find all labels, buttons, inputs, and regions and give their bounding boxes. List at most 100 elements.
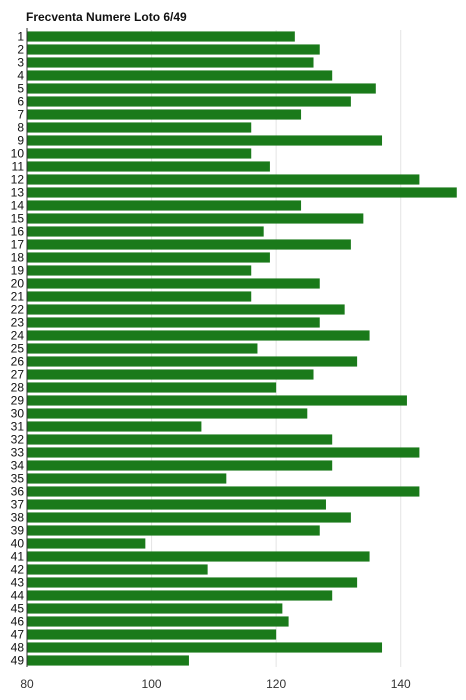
bar	[27, 395, 407, 406]
bar	[27, 161, 270, 172]
y-category-label: 31	[11, 420, 25, 434]
y-category-label: 1	[17, 30, 24, 44]
x-tick-label: 80	[20, 677, 34, 691]
y-category-label: 19	[11, 264, 25, 278]
y-category-label: 24	[11, 329, 25, 343]
bar	[27, 291, 252, 302]
y-category-label: 45	[11, 602, 25, 616]
bar	[27, 304, 345, 315]
y-category-label: 29	[11, 394, 25, 408]
y-category-label: 40	[11, 537, 25, 551]
y-category-label: 10	[11, 147, 25, 161]
bar	[27, 57, 314, 68]
y-category-label: 33	[11, 446, 25, 460]
bar	[27, 330, 370, 341]
y-category-label: 15	[11, 212, 25, 226]
y-category-label: 42	[11, 563, 25, 577]
y-category-label: 30	[11, 407, 25, 421]
bar	[27, 213, 364, 224]
y-category-label: 12	[11, 173, 25, 187]
y-category-label: 32	[11, 433, 25, 447]
bar	[27, 499, 326, 510]
bar	[27, 200, 302, 211]
bar	[27, 278, 320, 289]
x-tick-label: 140	[391, 677, 411, 691]
y-category-label: 4	[17, 69, 24, 83]
y-category-label: 38	[11, 511, 25, 525]
bar	[27, 31, 295, 42]
bar	[27, 343, 258, 354]
y-category-label: 23	[11, 316, 25, 330]
bar	[27, 83, 376, 94]
y-category-label: 2	[17, 43, 24, 57]
y-category-label: 44	[11, 589, 25, 603]
bar	[27, 174, 420, 185]
x-tick-label: 100	[142, 677, 162, 691]
y-category-label: 11	[12, 160, 25, 174]
y-category-label: 17	[11, 238, 25, 252]
y-category-label: 9	[17, 134, 24, 148]
y-category-label: 48	[11, 641, 25, 655]
y-category-label: 47	[11, 628, 25, 642]
bar	[27, 187, 457, 198]
bar	[27, 538, 146, 549]
bar	[27, 369, 314, 380]
y-category-label: 25	[11, 342, 25, 356]
bar	[27, 473, 227, 484]
y-category-label: 5	[17, 82, 24, 96]
bar	[27, 525, 320, 536]
bar	[27, 486, 420, 497]
y-category-label: 6	[17, 95, 24, 109]
y-category-label: 41	[11, 550, 25, 564]
bar	[27, 603, 283, 614]
bar	[27, 577, 358, 588]
bar	[27, 135, 383, 146]
y-category-label: 13	[11, 186, 25, 200]
bar	[27, 70, 333, 81]
bar	[27, 44, 320, 55]
y-category-label: 18	[11, 251, 25, 265]
bars-layer	[27, 31, 457, 666]
y-category-label: 21	[11, 290, 25, 304]
bar	[27, 616, 289, 627]
bar	[27, 148, 252, 159]
y-category-label: 37	[11, 498, 25, 512]
y-category-label: 34	[11, 459, 25, 473]
y-category-label: 49	[11, 654, 25, 668]
bar	[27, 356, 358, 367]
bar	[27, 512, 351, 523]
y-category-label: 26	[11, 355, 25, 369]
y-category-label: 22	[11, 303, 25, 317]
y-category-label: 7	[17, 108, 24, 122]
bar	[27, 655, 189, 666]
bar	[27, 642, 383, 653]
bar	[27, 122, 252, 133]
bar	[27, 421, 202, 432]
y-category-label: 27	[11, 368, 25, 382]
bar	[27, 317, 320, 328]
y-category-label: 43	[11, 576, 25, 590]
y-category-label: 28	[11, 381, 25, 395]
bar	[27, 629, 277, 640]
y-category-label: 3	[17, 56, 24, 70]
y-category-label: 16	[11, 225, 25, 239]
y-category-label: 39	[11, 524, 25, 538]
bar	[27, 239, 351, 250]
bar	[27, 252, 270, 263]
bar	[27, 109, 302, 120]
y-category-label: 35	[11, 472, 25, 486]
bar	[27, 447, 420, 458]
bar	[27, 551, 370, 562]
bar	[27, 265, 252, 276]
bar	[27, 408, 308, 419]
bar	[27, 434, 333, 445]
y-category-label: 14	[11, 199, 25, 213]
bar	[27, 564, 208, 575]
y-category-label: 20	[11, 277, 25, 291]
axis-layer: 80 100 120 14012345678910111213141516171819…	[11, 28, 411, 691]
x-tick-label: 120	[266, 677, 286, 691]
bar	[27, 226, 264, 237]
bar	[27, 382, 277, 393]
bar	[27, 590, 333, 601]
